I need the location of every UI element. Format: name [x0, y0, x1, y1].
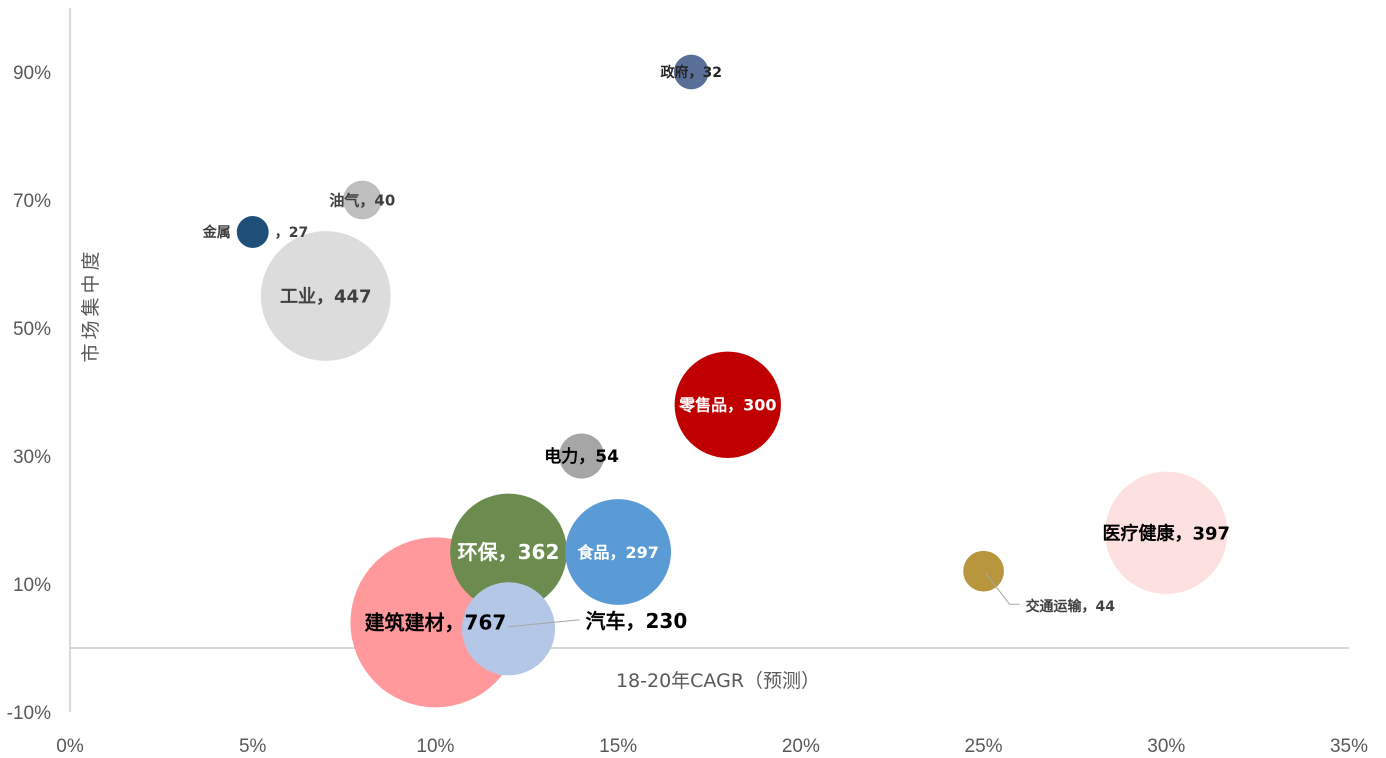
bubble	[559, 433, 605, 479]
bubble-label: ，27	[275, 225, 308, 241]
bubble-label: 汽车，230	[586, 609, 688, 633]
bubble-label: 政府，32	[660, 64, 721, 81]
bubble	[673, 54, 709, 90]
label-leader-line	[508, 619, 580, 628]
bubble-label: 建筑建材，767	[365, 611, 507, 635]
bubble	[963, 550, 1004, 592]
bubble	[450, 493, 567, 611]
bubble-label: 交通运输，44	[1026, 598, 1116, 615]
bubble	[565, 499, 672, 605]
bubble-label: 零售品，300	[678, 396, 776, 415]
bubble-label: 油气，40	[329, 191, 395, 209]
x-tick-label: 20%	[782, 736, 820, 757]
bubble	[674, 351, 781, 458]
axes: 0% 5% 10% 15% 20% 25% 30% 35% -10% 10% 30% 50% 70% 90…	[7, 8, 1368, 757]
x-tick-label: 5%	[239, 736, 267, 757]
label-leader-line	[985, 572, 1020, 605]
bubble-label: 金属	[202, 224, 231, 241]
y-tick-label: 90%	[13, 63, 51, 84]
bubble	[1105, 471, 1228, 594]
x-axis-title: 18-20年CAGR（预测）	[616, 670, 820, 692]
x-tick-label: 15%	[599, 736, 637, 757]
y-tick-label: 70%	[13, 191, 51, 212]
bubble	[260, 231, 391, 361]
x-tick-label: 30%	[1147, 736, 1185, 757]
bubble-label: 环保，362	[458, 540, 560, 564]
bubbles	[236, 54, 1228, 708]
bubble-label: 电力，54	[544, 446, 619, 467]
y-tick-label: 10%	[13, 575, 51, 596]
y-tick-label: -10%	[7, 703, 51, 724]
y-axis-title: 市场集中度	[80, 247, 102, 362]
x-tick-label: 35%	[1330, 736, 1368, 757]
x-tick-label: 10%	[416, 736, 454, 757]
x-tick-label: 0%	[56, 736, 84, 757]
bubble-label: 医疗健康，397	[1102, 522, 1230, 544]
bubble	[342, 180, 382, 220]
y-tick-label: 30%	[13, 447, 51, 468]
bubble	[461, 582, 556, 676]
bubble-label: 工业，447	[280, 286, 372, 307]
bubble-labels: 建筑建材，767 工业，447 医疗健康，397 环保，362 零售品，300 食品，29…	[202, 64, 1230, 635]
x-tick-label: 25%	[965, 736, 1003, 757]
bubble	[236, 216, 269, 248]
y-tick-label: 50%	[13, 319, 51, 340]
bubble-label: 食品，297	[576, 543, 658, 562]
